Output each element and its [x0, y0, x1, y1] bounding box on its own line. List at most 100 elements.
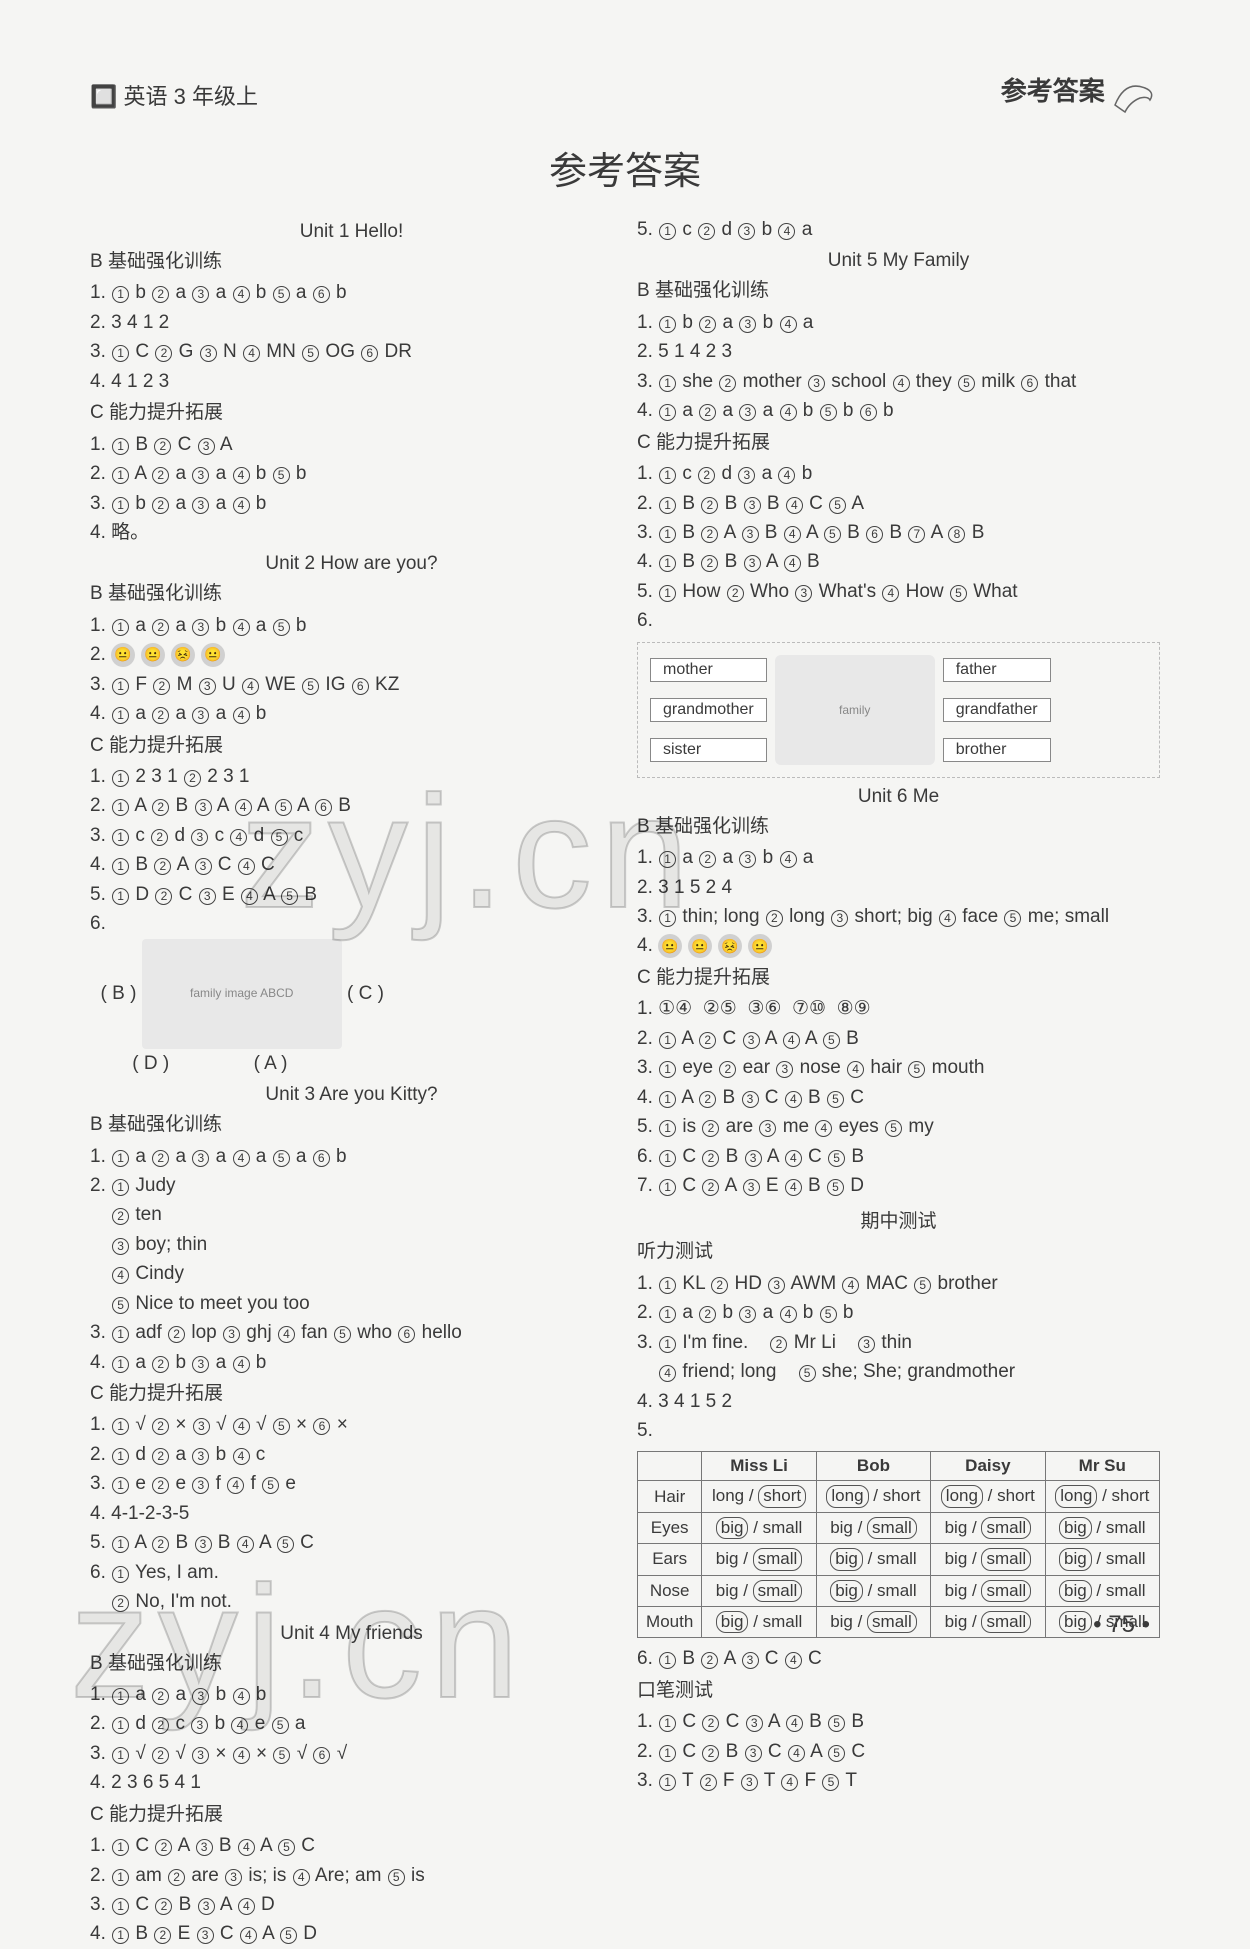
- unit-title: 期中测试: [637, 1206, 1160, 1233]
- table-cell: big / small: [816, 1512, 930, 1543]
- answer-line: 2. 1 d 2 a 3 b 4 c: [90, 1440, 613, 1469]
- table-header: Mr Su: [1045, 1452, 1159, 1481]
- answer-line: 2. 1 a 2 b 3 a 4 b 5 b: [637, 1298, 1160, 1327]
- answer-line: 2 ten: [90, 1200, 613, 1229]
- face-icon: 😐: [141, 643, 165, 667]
- family-label: father: [943, 658, 1051, 682]
- answer-line: 3 boy; thin: [90, 1230, 613, 1259]
- answer-line: 2. 5 1 4 2 3: [637, 337, 1160, 366]
- answer-line: 1. 1 a 2 a 3 b 4 a 5 b: [90, 611, 613, 640]
- family-label: sister: [650, 738, 767, 762]
- table-cell: big / small: [1045, 1544, 1159, 1575]
- family-label: mother: [650, 658, 767, 682]
- table-cell: big / small: [702, 1544, 816, 1575]
- answer-line: 2. 1 d 2 c 3 b 4 e 5 a: [90, 1709, 613, 1738]
- section-label: 听力测试: [637, 1237, 1160, 1266]
- answer-line: 4. 1 A 2 B 3 C 4 B 5 C: [637, 1083, 1160, 1112]
- answer-line: 1. ①④ ②⑤ ③⑥ ⑦⑩ ⑧⑨: [637, 994, 1160, 1023]
- section-label: B 基础强化训练: [90, 579, 613, 608]
- answer-line: 2. 1 A 2 a 3 a 4 b 5 b: [90, 459, 613, 488]
- answer-line: 4. 略。: [90, 518, 613, 547]
- section-label: B 基础强化训练: [90, 247, 613, 276]
- table-cell: big / small: [931, 1544, 1045, 1575]
- table-header: Miss Li: [702, 1452, 816, 1481]
- answer-line: 6.: [637, 606, 1160, 635]
- answer-line: 1. 1 c 2 d 3 a 4 b: [637, 459, 1160, 488]
- header-right-wrap: 参考答案: [1001, 70, 1160, 120]
- answer-line: 3. 1 T 2 F 3 T 4 F 5 T: [637, 1766, 1160, 1795]
- answer-line: 1. 1 b 2 a 3 b 4 a: [637, 308, 1160, 337]
- table-cell: long / short: [816, 1481, 930, 1512]
- table-cell: big / small: [1045, 1575, 1159, 1606]
- answer-line: 1. 1 C 2 A 3 B 4 A 5 C: [90, 1831, 613, 1860]
- table-row: Hairlong / shortlong / shortlong / short…: [638, 1481, 1160, 1512]
- answer-line: 7. 1 C 2 A 3 E 4 B 5 D: [637, 1171, 1160, 1200]
- answer-line: 2. 1 am 2 are 3 is; is 4 Are; am 5 is: [90, 1861, 613, 1890]
- family-image: family: [775, 655, 935, 765]
- unit-title: Unit 1 Hello!: [90, 221, 613, 243]
- answer-line: 4. 3 4 1 5 2: [637, 1387, 1160, 1416]
- table-cell: big / small: [816, 1575, 930, 1606]
- table-cell: big / small: [816, 1544, 930, 1575]
- answer-line: 2. 3 4 1 2: [90, 308, 613, 337]
- answer-line: 4. 1 a 2 b 3 a 4 b: [90, 1348, 613, 1377]
- page-header: 🔲 英语 3 年级上 参考答案: [90, 70, 1160, 120]
- answer-line: 6. 1 Yes, I am.: [90, 1558, 613, 1587]
- section-label: 口笔测试: [637, 1676, 1160, 1705]
- face-icon: 😐: [201, 643, 225, 667]
- answer-line: 1. 1 B 2 C 3 A: [90, 430, 613, 459]
- answer-line: 1. 1 √ 2 × 3 √ 4 √ 5 × 6 ×: [90, 1410, 613, 1439]
- answer-line: 2. 1 A 2 B 3 A 4 A 5 A 6 B: [90, 791, 613, 820]
- columns: Unit 1 Hello!B 基础强化训练1. 1 b 2 a 3 a 4 b …: [90, 215, 1160, 1949]
- answer-line: 2. 1 A 2 C 3 A 4 A 5 B: [637, 1024, 1160, 1053]
- face-icon: 😐: [658, 934, 682, 958]
- answer-line: 2. 1 Judy: [90, 1171, 613, 1200]
- face-icon: 😐: [688, 934, 712, 958]
- answer-line: 1. 1 a 2 a 3 b 4 b: [90, 1680, 613, 1709]
- answer-line: 5 Nice to meet you too: [90, 1289, 613, 1318]
- section-label: C 能力提升拓展: [90, 398, 613, 427]
- answer-line: 5. 1 How 2 Who 3 What's 4 How 5 What: [637, 577, 1160, 606]
- answer-line: 1. 1 b 2 a 3 a 4 b 5 a 6 b: [90, 278, 613, 307]
- answer-line: 2. 1 C 2 B 3 C 4 A 5 C: [637, 1737, 1160, 1766]
- answer-line: 3. 1 thin; long 2 long 3 short; big 4 fa…: [637, 902, 1160, 931]
- table-cell: Eyes: [638, 1512, 702, 1543]
- section-label: C 能力提升拓展: [637, 428, 1160, 457]
- answer-line: 4. 1 a 2 a 3 a 4 b 5 b 6 b: [637, 396, 1160, 425]
- answer-table: Miss LiBobDaisyMr SuHairlong / shortlong…: [637, 1451, 1160, 1638]
- answer-line: 5. 1 is 2 are 3 me 4 eyes 5 my: [637, 1112, 1160, 1141]
- unit-title: Unit 5 My Family: [637, 250, 1160, 272]
- answer-line: 3. 1 adf 2 lop 3 ghj 4 fan 5 who 6 hello: [90, 1318, 613, 1347]
- header-right: 参考答案: [1001, 76, 1105, 106]
- table-row: Earsbig / smallbig / smallbig / smallbig…: [638, 1544, 1160, 1575]
- answer-line: 6. 1 B 2 A 3 C 4 C: [637, 1644, 1160, 1673]
- answer-line: 3. 1 c 2 d 3 c 4 d 5 c: [90, 821, 613, 850]
- section-label: C 能力提升拓展: [90, 731, 613, 760]
- table-cell: long / short: [1045, 1481, 1159, 1512]
- face-icon: 😐: [111, 643, 135, 667]
- table-cell: Hair: [638, 1481, 702, 1512]
- table-header: Daisy: [931, 1452, 1045, 1481]
- face-icon: 😐: [748, 934, 772, 958]
- column-right: 5. 1 c 2 d 3 b 4 aUnit 5 My FamilyB 基础强化…: [637, 215, 1160, 1949]
- section-label: C 能力提升拓展: [90, 1379, 613, 1408]
- table-cell: Ears: [638, 1544, 702, 1575]
- table-cell: big / small: [816, 1607, 930, 1638]
- answer-line: 1. 1 a 2 a 3 a 4 a 5 a 6 b: [90, 1142, 613, 1171]
- answer-line: 3. 1 e 2 e 3 f 4 f 5 e: [90, 1469, 613, 1498]
- answer-line: 5. 1 A 2 B 3 B 4 A 5 C: [90, 1528, 613, 1557]
- section-label: B 基础强化训练: [637, 276, 1160, 305]
- family-label: grandfather: [943, 698, 1051, 722]
- section-label: B 基础强化训练: [90, 1110, 613, 1139]
- answer-line: 4 friend; long 5 she; She; grandmother: [637, 1357, 1160, 1386]
- family-diagram: mothergrandmothersister family fathergra…: [637, 642, 1160, 778]
- dolphin-icon: [1110, 70, 1160, 120]
- answer-line: 1. 1 C 2 C 3 A 4 B 5 B: [637, 1707, 1160, 1736]
- answer-line: 1. 1 2 3 1 2 2 3 1: [90, 762, 613, 791]
- table-cell: big / small: [702, 1607, 816, 1638]
- answer-image-row: 6. ( B ) family image ABCD ( C ) ( D ) (…: [90, 909, 613, 1078]
- answer-line: 1. 1 a 2 a 3 b 4 a: [637, 843, 1160, 872]
- answer-line: 3. 1 C 2 G 3 N 4 MN 5 OG 6 DR: [90, 337, 613, 366]
- answer-line: 2. 3 1 5 2 4: [637, 873, 1160, 902]
- column-left: Unit 1 Hello!B 基础强化训练1. 1 b 2 a 3 a 4 b …: [90, 215, 613, 1949]
